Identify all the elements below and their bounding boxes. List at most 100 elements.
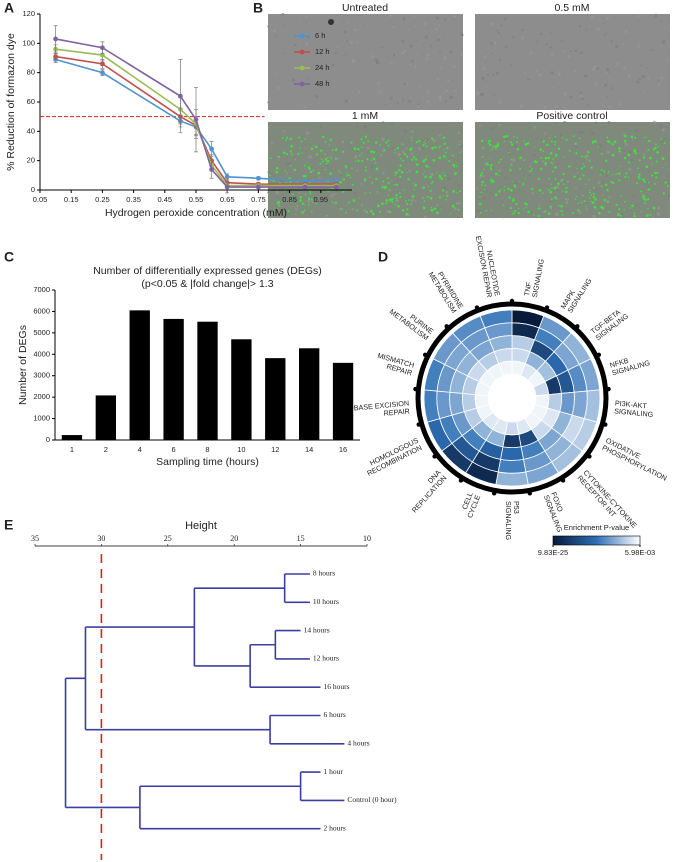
texture (390, 62, 393, 65)
texture (602, 180, 605, 184)
texture (497, 32, 500, 35)
fluorescent-cell (383, 149, 386, 152)
texture (436, 172, 439, 174)
fluorescent-cell (642, 197, 646, 200)
fluorescent-cell (440, 177, 444, 181)
fluorescent-cell (385, 141, 388, 144)
fluorescent-cell (640, 211, 642, 213)
texture (457, 184, 460, 187)
texture (569, 95, 573, 99)
texture (621, 134, 624, 137)
fluorescent-cell (285, 181, 287, 184)
fluorescent-cell (577, 209, 580, 212)
fluorescent-cell (527, 211, 529, 213)
fluorescent-cell (615, 203, 618, 206)
texture (658, 83, 661, 86)
x-tick-label: 0.55 (189, 195, 204, 204)
texture (654, 14, 658, 18)
texture (622, 150, 625, 153)
x-tick-label: 0.75 (251, 195, 266, 204)
fluorescent-cell (600, 185, 603, 188)
fluorescent-cell (545, 144, 547, 147)
texture (573, 163, 576, 166)
fluorescent-cell (415, 170, 419, 174)
fluorescent-cell (381, 186, 384, 189)
fluorescent-cell (589, 189, 591, 191)
micrograph-bg (475, 14, 670, 110)
fluorescent-cell (372, 157, 376, 161)
legend-label: 24 h (315, 63, 330, 72)
texture (440, 206, 443, 209)
fluorescent-cell (566, 201, 568, 204)
fluorescent-cell (481, 180, 484, 184)
fluorescent-cell (643, 195, 646, 198)
x-tick-label: 4 (138, 445, 142, 454)
texture (530, 76, 533, 79)
fluorescent-cell (422, 173, 425, 175)
fluorescent-cell (480, 171, 483, 174)
x-tick-label: 0.45 (157, 195, 172, 204)
texture (659, 125, 663, 129)
image-label: 1 mM (352, 110, 378, 122)
fluorescent-cell (385, 199, 389, 202)
fluorescent-cell (414, 158, 418, 161)
fluorescent-cell (331, 201, 334, 204)
fluorescent-cell (523, 159, 525, 162)
panel-label: B (253, 0, 263, 16)
fluorescent-cell (503, 189, 506, 191)
texture (410, 199, 414, 202)
texture (510, 64, 512, 66)
texture (647, 185, 650, 188)
texture (608, 195, 611, 199)
fluorescent-cell (387, 144, 390, 147)
fluorescent-cell (442, 172, 444, 174)
x-tick-label: 12 (271, 445, 279, 454)
texture (555, 212, 559, 216)
texture (439, 66, 443, 69)
texture (609, 72, 611, 74)
fluorescent-cell (322, 135, 325, 139)
fluorescent-cell (498, 161, 501, 164)
data-point (334, 177, 339, 183)
fluorescent-cell (375, 177, 378, 181)
data-point (53, 54, 58, 59)
texture (621, 42, 625, 45)
fluorescent-cell (476, 188, 478, 190)
texture (476, 33, 478, 36)
texture (275, 35, 278, 38)
fluorescent-cell (510, 143, 514, 146)
fluorescent-cell (572, 212, 575, 215)
fluorescent-cell (446, 194, 449, 197)
fluorescent-cell (411, 195, 415, 198)
texture (457, 201, 461, 205)
fluorescent-cell (275, 170, 279, 174)
texture (545, 43, 549, 46)
fluorescent-cell (422, 159, 426, 163)
fluorescent-cell (605, 183, 608, 187)
fluorescent-cell (554, 141, 557, 144)
fluorescent-cell (451, 204, 455, 208)
fluorescent-cell (325, 214, 328, 217)
fluorescent-cell (624, 134, 627, 138)
fluorescent-cell (517, 211, 521, 215)
fluorescent-cell (448, 160, 451, 163)
fluorescent-cell (498, 174, 500, 177)
texture (628, 150, 632, 154)
fluorescent-cell (286, 136, 289, 139)
fluorescent-cell (553, 186, 557, 190)
fluorescent-cell (440, 208, 442, 210)
fluorescent-cell (303, 209, 306, 212)
bar (332, 362, 354, 440)
texture (498, 58, 502, 62)
texture (436, 16, 440, 20)
texture (552, 194, 554, 196)
fluorescent-cell (537, 177, 541, 181)
fluorescent-cell (495, 172, 498, 176)
fluorescent-cell (523, 140, 525, 142)
fluorescent-cell (513, 210, 515, 212)
texture (562, 121, 567, 125)
fluorescent-cell (339, 180, 342, 184)
fluorescent-cell (422, 206, 425, 208)
fluorescent-cell (537, 208, 539, 210)
fluorescent-cell (406, 157, 408, 159)
